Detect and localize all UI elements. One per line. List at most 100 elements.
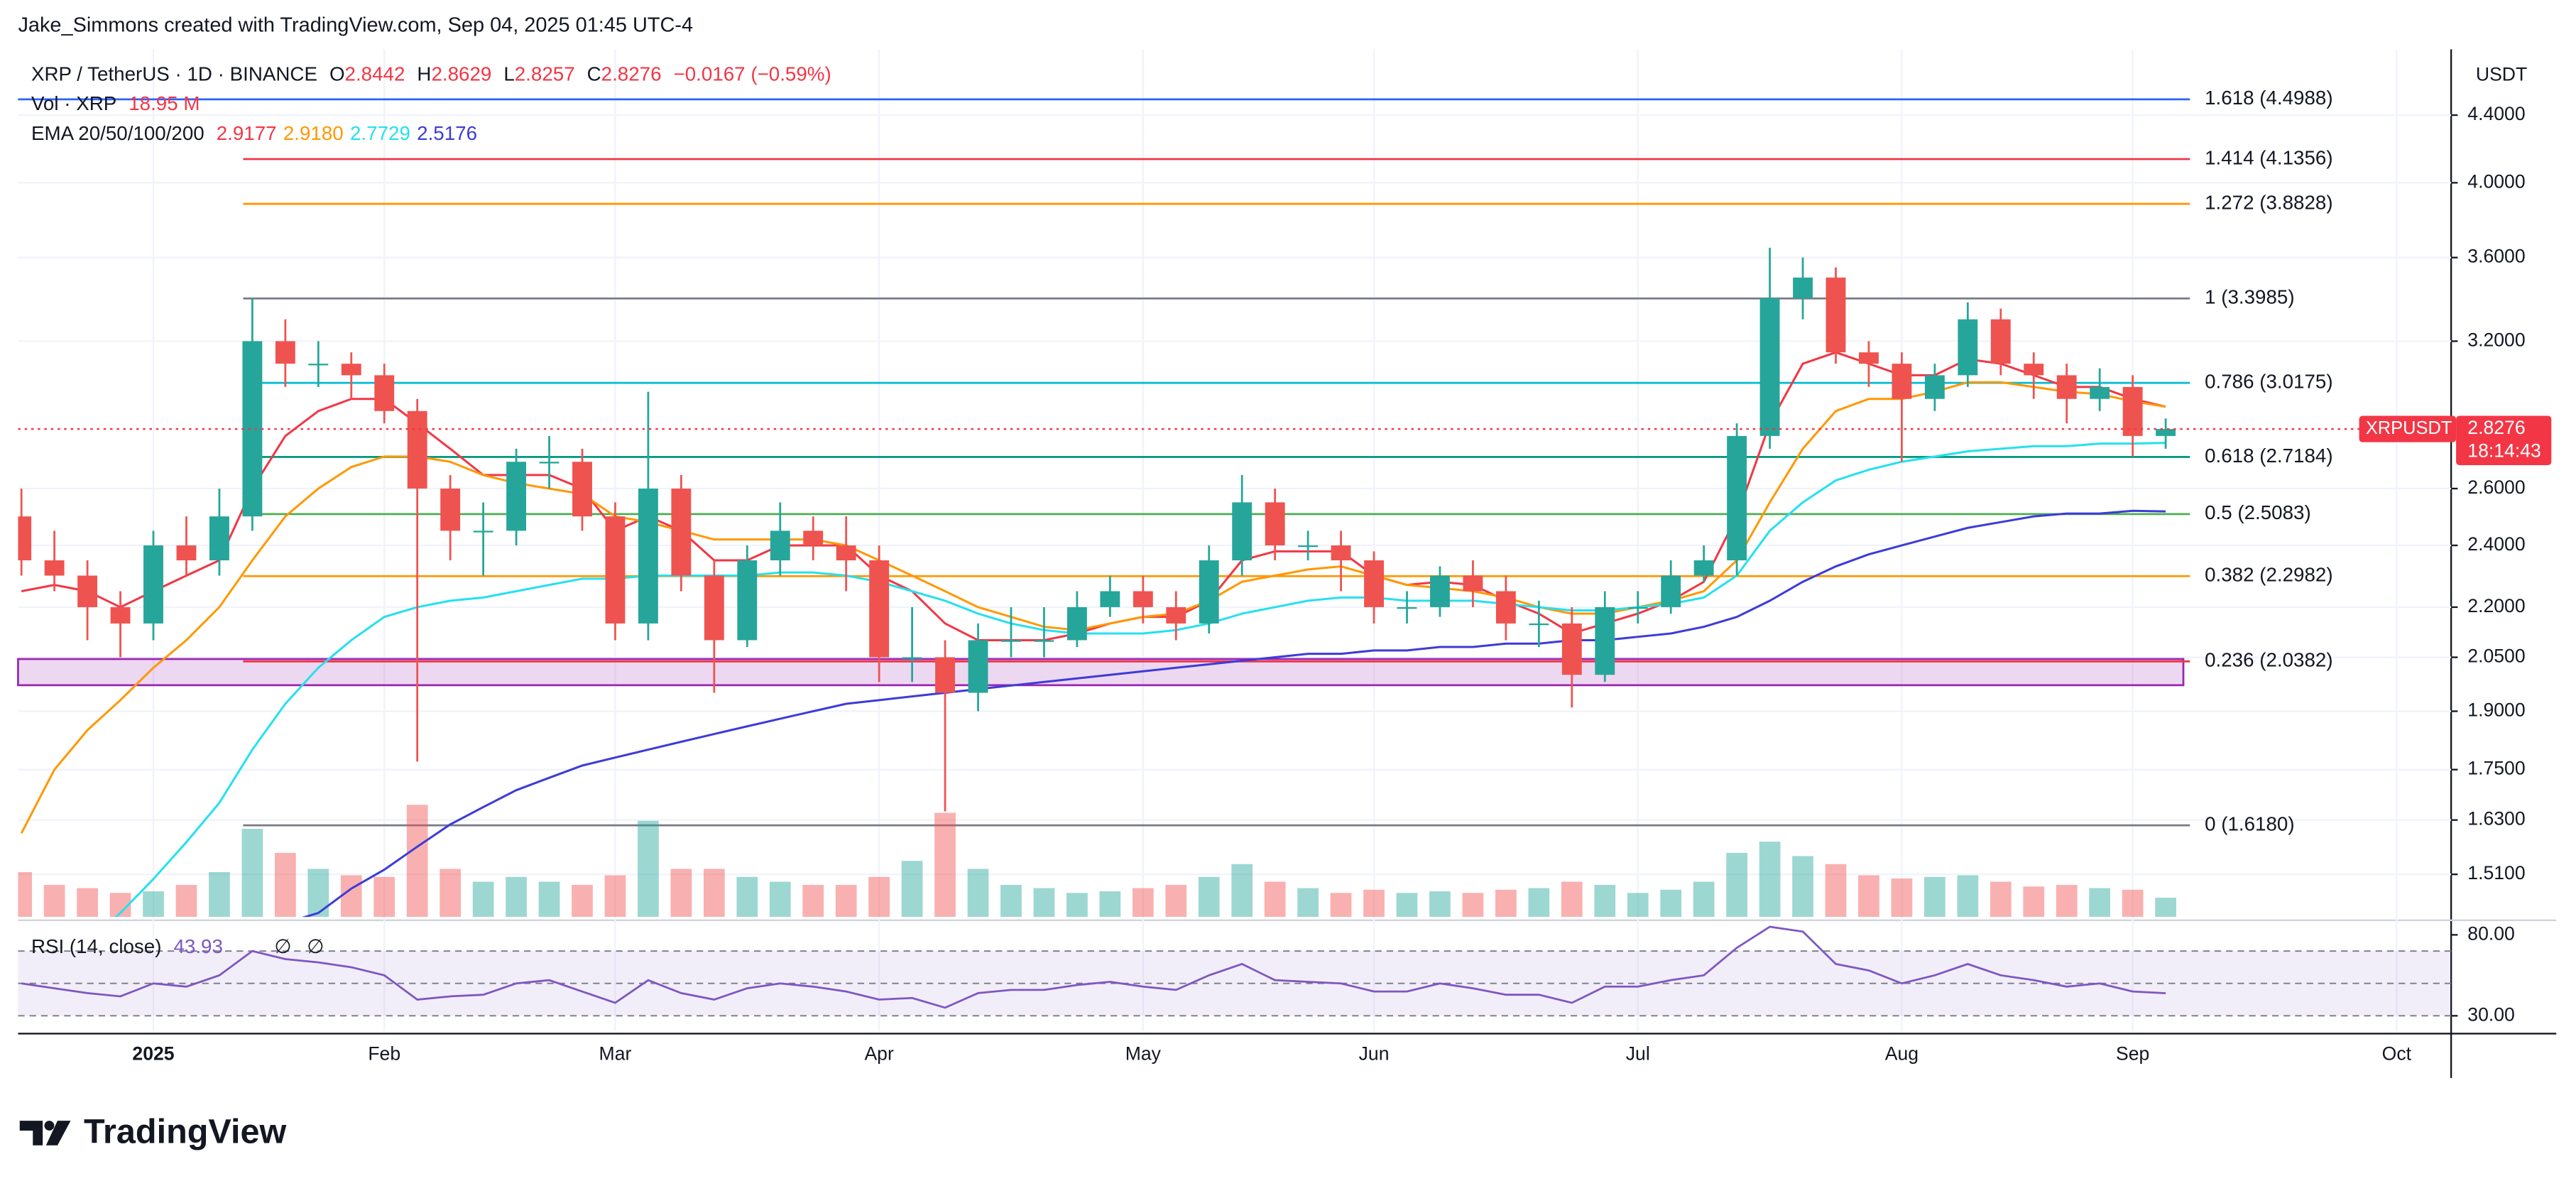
volume-bar	[2122, 889, 2144, 918]
candle-body	[110, 606, 131, 624]
volume-bar	[835, 885, 857, 918]
price-tag-value: 2.8276	[2467, 417, 2525, 438]
candle-body	[473, 531, 493, 533]
y-tick-label: 2.6000	[2467, 477, 2525, 498]
volume-bar	[18, 871, 33, 918]
credit: Jake_Simmons created with TradingView.co…	[18, 14, 693, 37]
volume-bar	[1165, 885, 1187, 918]
candle-body	[44, 560, 65, 576]
ema-value: 2.5176	[417, 122, 477, 144]
volume-bar	[1396, 893, 1418, 918]
candle-body	[704, 575, 724, 641]
volume-value: 18.95 M	[129, 92, 200, 114]
candle-body	[1990, 319, 2011, 364]
candle-body	[275, 341, 295, 364]
candle-body	[1627, 606, 1648, 609]
candle-body	[1265, 502, 1285, 545]
fib-label: 0.5 (2.5083)	[2205, 501, 2311, 523]
l-label: L	[503, 63, 514, 85]
o-label: O	[329, 63, 345, 85]
volume-bar	[43, 885, 65, 918]
volume-bar	[1825, 864, 1847, 918]
candle-body	[242, 341, 263, 517]
x-tick-label: Feb	[368, 1043, 400, 1065]
volume-bar	[241, 829, 263, 918]
y-tick-label: 2.2000	[2467, 595, 2525, 616]
volume-bar	[604, 875, 626, 918]
candle-body	[1859, 352, 1879, 364]
o-value: 2.8442	[345, 63, 405, 85]
volume-bar	[1594, 885, 1616, 918]
volume-bar	[1990, 881, 2012, 918]
candle-body	[1759, 298, 1780, 436]
candle-body	[77, 575, 98, 607]
fib-label: 1.618 (4.4988)	[2205, 87, 2333, 109]
h-label: H	[417, 63, 431, 85]
volume-bar	[1924, 876, 1945, 918]
x-tick-label: Jul	[1626, 1043, 1650, 1065]
volume-bar	[175, 885, 197, 918]
volume-bar	[472, 881, 494, 918]
volume-bar	[1066, 893, 1088, 918]
candle-body	[869, 560, 890, 658]
y-tick-label: 4.4000	[2467, 103, 2525, 124]
volume-bar	[1528, 888, 1550, 918]
fib-label: 1.272 (3.8828)	[2205, 191, 2333, 213]
rsi-band	[18, 951, 2452, 1016]
volume-bar	[274, 852, 296, 918]
volume-bar	[1792, 856, 1813, 918]
price-tag-symbol: XRPUSDT	[2366, 418, 2452, 438]
candle-body	[671, 488, 692, 576]
c-label: C	[587, 63, 601, 85]
volume-bar	[440, 869, 462, 918]
volume-bar	[1297, 888, 1319, 918]
volume-bar	[802, 885, 824, 918]
candle-body	[1958, 319, 1978, 376]
candle-body	[440, 488, 461, 531]
rsi-line	[21, 925, 2166, 1009]
y-tick-label: 3.6000	[2467, 246, 2525, 267]
logo-icon	[45, 1121, 71, 1146]
volume-bar	[77, 888, 98, 918]
candle-body	[1924, 375, 1945, 399]
candle-body	[1001, 640, 1021, 642]
volume-bar	[538, 881, 560, 918]
candle-body	[506, 462, 527, 531]
y-tick-label: 3.2000	[2467, 329, 2525, 350]
x-tick-label: Oct	[2382, 1043, 2412, 1065]
ema-line	[20, 381, 2166, 834]
volume-bar	[1033, 888, 1055, 918]
support-zone	[17, 658, 2185, 687]
candle-body	[1495, 591, 1516, 624]
ema-value: 2.7729	[350, 122, 410, 144]
logo-icon	[19, 1121, 43, 1146]
volume-bar	[1891, 878, 1913, 918]
y-tick-label: 2.0500	[2467, 646, 2525, 667]
candle-body	[1100, 591, 1120, 607]
fib-label: 1 (3.3985)	[2205, 286, 2295, 308]
volume-bar	[1858, 875, 1879, 918]
ema-line	[301, 509, 2166, 918]
candle-body	[836, 545, 856, 561]
volume-bar	[506, 876, 527, 918]
volume-bar	[967, 869, 989, 918]
candle-body	[1793, 277, 1813, 298]
candle-body	[1529, 623, 1549, 626]
volume-bar	[2089, 888, 2111, 918]
volume-bar	[373, 876, 395, 918]
candle-body	[1693, 560, 1714, 576]
y-tick-label: 4.0000	[2467, 170, 2525, 192]
candle-body	[1199, 560, 1219, 624]
candle-body	[1561, 623, 1582, 675]
volume-bar	[2056, 885, 2078, 918]
y-tick-label: 1.9000	[2467, 700, 2525, 721]
volume-bar	[1561, 881, 1583, 918]
rsi-extra: ∅	[274, 935, 291, 957]
price-tag-symbol-bg	[2359, 415, 2457, 442]
candle-body	[968, 640, 988, 693]
candle-body	[1298, 545, 1319, 548]
candle-body	[1397, 606, 1417, 609]
